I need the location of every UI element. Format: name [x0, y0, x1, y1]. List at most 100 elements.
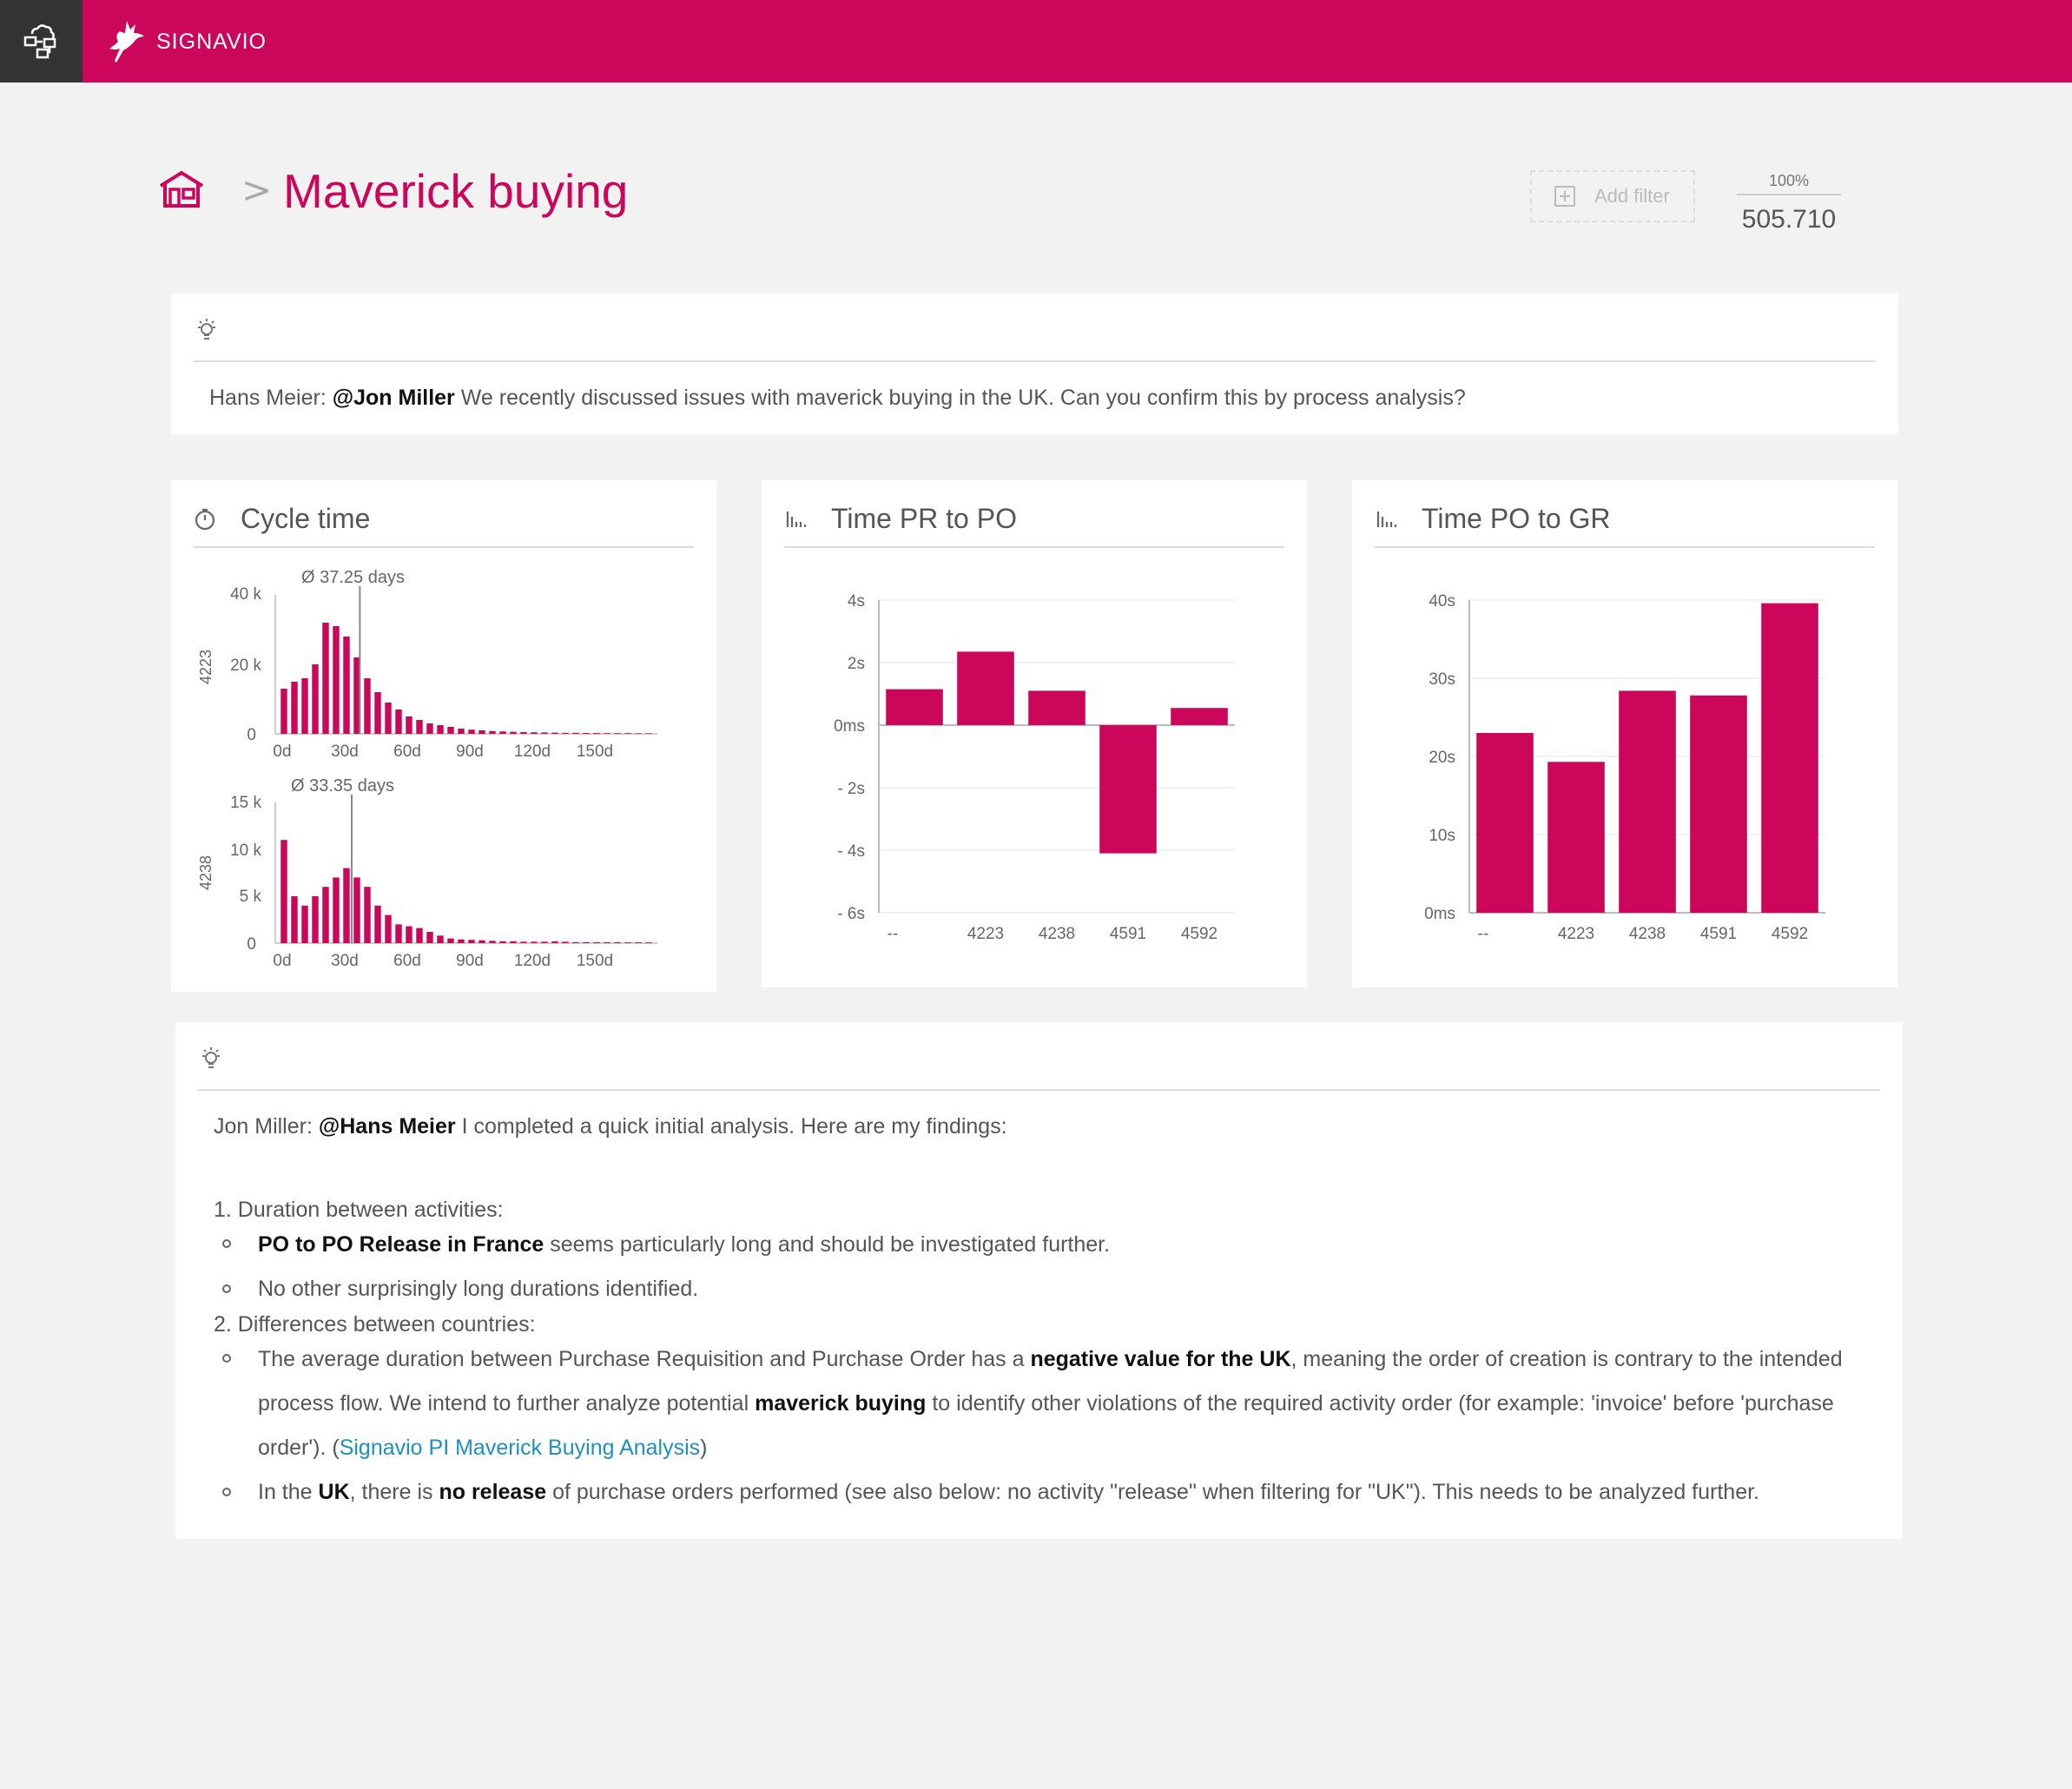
list-text: order'). ( — [258, 1436, 340, 1460]
list-item: 2. Differences between countries: — [214, 1312, 536, 1337]
y-tick-label: - 2s — [837, 780, 865, 798]
list-text: ) — [700, 1436, 708, 1460]
chart-bar — [1547, 762, 1605, 913]
list-text: seems particularly long and should be in… — [550, 1232, 1111, 1257]
y-tick-label: 4s — [848, 592, 865, 611]
histogram-bar — [385, 703, 392, 734]
x-tick-label: 30d — [331, 743, 359, 761]
histogram-bar — [541, 941, 548, 943]
histogram-bar — [312, 896, 319, 943]
top-bar: SIGNAVIO — [0, 0, 2072, 83]
y-tick-label: - 4s — [837, 842, 865, 861]
x-tick-label: 4223 — [967, 925, 1004, 943]
page-title: Maverick buying — [283, 164, 629, 218]
list-text: to identify other violations of the requ… — [932, 1391, 1834, 1416]
divider — [194, 546, 694, 548]
ytick: 0 — [247, 935, 256, 954]
avg-label-bottom: Ø 33.35 days — [291, 776, 394, 795]
x-tick-label: 4592 — [1772, 925, 1808, 943]
chart-bar — [957, 651, 1014, 725]
histogram-bar — [343, 637, 350, 734]
x-tick-label: 150d — [577, 952, 613, 970]
histogram-bar — [635, 942, 642, 943]
histogram-bar — [426, 723, 433, 734]
histogram-bar — [333, 626, 340, 734]
chart-title: Cycle time — [241, 503, 371, 534]
ytick: 20 k — [230, 657, 261, 675]
list-item-continued: process flow. We intend to further analy… — [258, 1391, 1834, 1416]
x-tick-label: 0d — [273, 952, 291, 970]
case-count-percent: 100% — [1737, 172, 1841, 195]
stopwatch-icon — [195, 508, 215, 531]
bullet-icon — [222, 1354, 231, 1363]
histogram-bar — [395, 924, 402, 943]
plus-box-icon — [1554, 186, 1575, 207]
histogram-bar — [478, 940, 485, 943]
list-text: The average duration between Purchase Re… — [258, 1347, 1025, 1371]
histogram-bar — [468, 729, 475, 734]
histogram-bar — [541, 732, 548, 734]
histogram-bar — [447, 727, 454, 734]
histogram-bar — [312, 664, 319, 734]
histogram-bar — [385, 914, 392, 943]
chart-bar — [1171, 708, 1228, 725]
histogram-bar — [520, 941, 527, 943]
list-item: The average duration between Purchase Re… — [258, 1347, 1843, 1372]
analysis-link[interactable]: Signavio PI Maverick Buying Analysis — [339, 1436, 701, 1460]
list-text: , meaning the order of creation is contr… — [1290, 1347, 1843, 1371]
list-item: 1. Duration between activities: — [214, 1198, 504, 1222]
app-switcher-button[interactable] — [0, 0, 82, 83]
histogram-bar — [510, 941, 517, 943]
x-tick-label: 30d — [331, 952, 359, 970]
histogram-bar — [531, 732, 538, 734]
x-tick-label: 4591 — [1110, 925, 1146, 943]
avg-label-top: Ø 37.25 days — [301, 568, 405, 587]
histogram-bar — [624, 733, 631, 734]
ytick: 10 k — [230, 842, 261, 860]
list-item: PO to PO Release in France seems particu… — [258, 1232, 1110, 1258]
bar-chart-icon — [786, 512, 807, 527]
histogram-bar — [333, 877, 340, 943]
cycle-time-card: Cycle time Ø 37.25 days 4223 40 k 20 k 0… — [171, 480, 716, 992]
mention-link[interactable]: @Hans Meier — [318, 1114, 456, 1139]
chart-bar — [1476, 733, 1534, 913]
histogram-bar — [645, 942, 652, 943]
divider — [784, 546, 1284, 548]
histogram-bar — [395, 710, 402, 734]
comment-text: Jon Miller: @Hans Meier I completed a qu… — [214, 1116, 1007, 1138]
list-item-continued: order'). (Signavio PI Maverick Buying An… — [258, 1436, 707, 1461]
chart-bar — [886, 689, 943, 725]
histogram-bar — [364, 887, 371, 943]
comment-card-2: Jon Miller: @Hans Meier I completed a qu… — [175, 1022, 1903, 1539]
y-tick-label: 30s — [1429, 670, 1455, 689]
home-icon[interactable] — [158, 170, 205, 208]
add-filter-button[interactable]: Add filter — [1530, 170, 1695, 222]
histogram-bar — [551, 941, 558, 943]
list-text: , there is — [349, 1480, 433, 1504]
bold-text: PO to PO Release in France — [258, 1232, 544, 1257]
time-pr-to-po-card: Time PR to PO 4s 2s 0ms - 2s - 4s - 6s -- 4223 4… — [762, 480, 1307, 987]
histogram-bar — [374, 692, 381, 734]
histogram-bar — [499, 731, 506, 734]
chart-title: Time PR to PO — [831, 503, 1017, 534]
row-label-top: 4223 — [197, 650, 214, 684]
histogram-bar — [301, 905, 308, 943]
comment-text: Hans Meier: @Jon Miller We recently disc… — [209, 387, 1466, 409]
brand-logo[interactable]: SIGNAVIO — [106, 16, 267, 68]
histogram-bar — [437, 725, 444, 734]
histogram-bar — [489, 941, 496, 943]
histogram-bar — [510, 731, 517, 734]
mention-link[interactable]: @Jon Miller — [332, 386, 455, 410]
y-tick-label: - 6s — [837, 905, 865, 923]
chart-bar — [1619, 690, 1676, 913]
x-tick-label: -- — [1478, 925, 1489, 943]
comment-author: Jon Miller: — [214, 1114, 313, 1139]
bold-text: maverick buying — [755, 1391, 927, 1416]
x-tick-label: 4592 — [1181, 925, 1217, 943]
x-tick-label: 60d — [393, 743, 421, 761]
chart-title: Time PO to GR — [1422, 503, 1611, 534]
histogram-bar — [562, 941, 569, 943]
histogram-bar — [531, 941, 538, 943]
x-tick-label: 4591 — [1700, 925, 1737, 943]
bullet-icon — [222, 1239, 231, 1248]
